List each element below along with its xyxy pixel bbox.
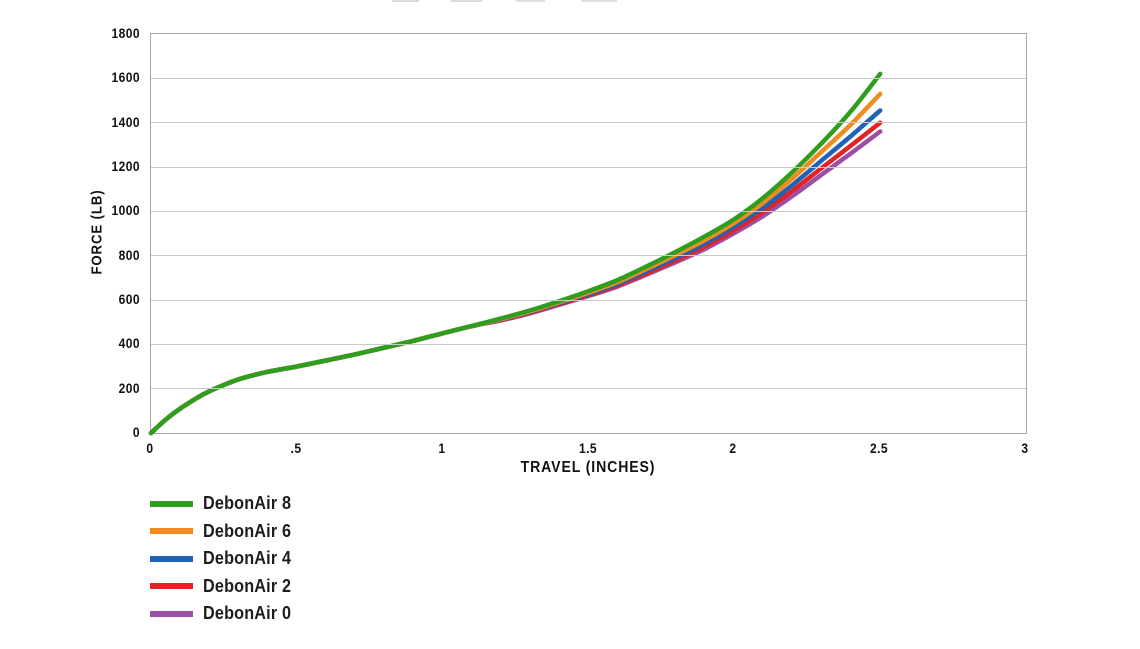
gridline xyxy=(151,122,1026,124)
curve-debonair-2 xyxy=(148,120,883,436)
legend-swatch xyxy=(150,500,193,507)
gridline xyxy=(151,255,1026,257)
legend: DebonAir 8 DebonAir 6 DebonAir 4 DebonAir 2… xyxy=(150,490,301,628)
legend-swatch xyxy=(150,610,193,617)
x-tick-label: 0 xyxy=(146,440,154,456)
force-curves-svg xyxy=(148,71,883,436)
y-tick-label: 800 xyxy=(118,246,140,263)
y-tick-label: 0 xyxy=(132,424,140,440)
legend-label: DebonAir 6 xyxy=(203,520,292,541)
gridline xyxy=(151,299,1026,301)
cropped-title-artifact xyxy=(392,0,617,2)
y-tick-label: 400 xyxy=(118,335,140,352)
gridline xyxy=(151,77,1026,79)
x-tick-label: 1 xyxy=(438,440,446,456)
y-tick-label: 1000 xyxy=(111,202,140,219)
legend-swatch xyxy=(150,528,193,535)
legend-label: DebonAir 2 xyxy=(203,575,292,596)
legend-row: DebonAir 0 xyxy=(150,600,301,628)
curve-debonair-8 xyxy=(148,71,883,436)
y-tick-label: 1200 xyxy=(111,158,140,174)
x-tick-label: 3 xyxy=(1021,440,1029,456)
curve-debonair-6 xyxy=(148,91,883,436)
gridline xyxy=(151,166,1026,168)
y-tick-label: 1400 xyxy=(111,113,140,130)
x-tick-label: 2.5 xyxy=(870,440,889,456)
plot-area xyxy=(148,33,1027,436)
gridline xyxy=(151,210,1026,212)
x-tick-label: 1.5 xyxy=(578,440,597,456)
gridline xyxy=(151,343,1026,345)
legend-swatch xyxy=(150,583,193,590)
y-tick-label: 1600 xyxy=(111,69,140,86)
y-tick-label: 600 xyxy=(118,291,140,307)
x-axis-title: TRAVEL (INCHES) xyxy=(520,459,656,476)
legend-row: DebonAir 4 xyxy=(150,545,301,573)
y-tick-label: 1800 xyxy=(111,25,140,41)
legend-row: DebonAir 6 xyxy=(150,518,301,546)
x-tick-label: .5 xyxy=(290,440,302,456)
legend-row: DebonAir 2 xyxy=(150,573,301,601)
curve-debonair-4 xyxy=(148,108,883,436)
y-tick-label: 200 xyxy=(118,379,140,396)
legend-label: DebonAir 4 xyxy=(203,548,292,569)
gridline xyxy=(151,388,1026,390)
legend-swatch xyxy=(150,555,193,562)
x-tick-label: 2 xyxy=(729,440,737,456)
legend-label: DebonAir 0 xyxy=(203,603,292,624)
legend-row: DebonAir 8 xyxy=(150,490,301,518)
y-axis-title: FORCE (LB) xyxy=(88,189,106,275)
legend-label: DebonAir 8 xyxy=(203,493,292,514)
